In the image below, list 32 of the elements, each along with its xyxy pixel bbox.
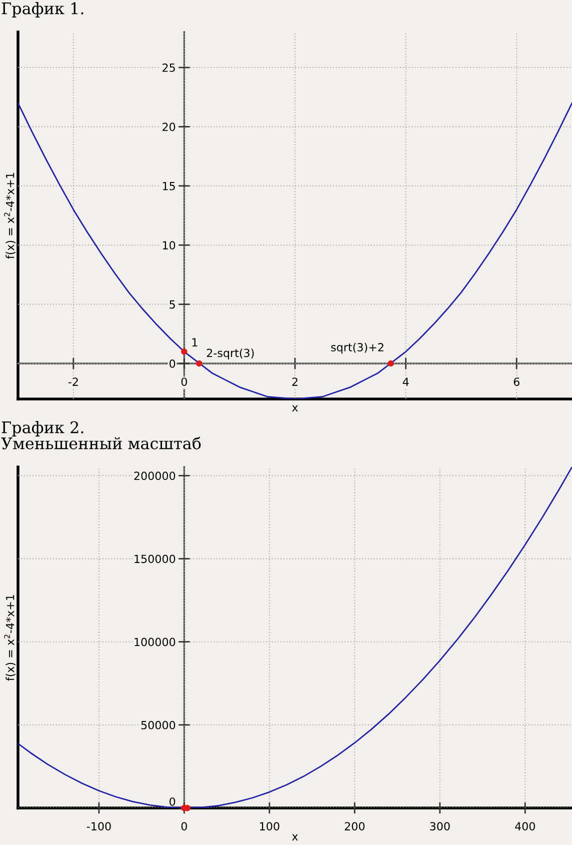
x-axis-title: x: [292, 405, 298, 412]
x-tick-label: -2: [68, 378, 78, 386]
y-tick-label: 25: [162, 63, 175, 72]
chart-title: График 2.: [2, 421, 84, 436]
x-tick-label: 100: [260, 822, 280, 830]
chart-subtitle: Уменьшенный масштаб: [1, 436, 201, 450]
annotation: 1: [192, 338, 198, 346]
x-tick-label: 400: [515, 822, 535, 830]
x-tick-label: 4: [402, 378, 409, 386]
y-tick-label: 0: [170, 359, 176, 368]
x-tick-label: 6: [514, 378, 520, 386]
chart-title: График 1.: [2, 2, 84, 18]
x-tick-label: 2: [292, 378, 298, 386]
y-tick-label: 0: [170, 797, 176, 806]
x-tick-label: 0: [181, 822, 187, 830]
x-tick-label: 200: [344, 822, 365, 830]
y-tick-label: 50000: [141, 720, 176, 730]
y-tick-label: 100000: [134, 638, 176, 646]
y-axis-title: f(x) = x$^{2}$-4*x+1: [4, 173, 16, 259]
y-tick-label: 150000: [134, 554, 176, 564]
y-tick-label: 200000: [134, 472, 176, 480]
annotation: sqrt(3)+2: [331, 342, 384, 354]
x-tick-label: 300: [430, 822, 450, 830]
x-axis-title: x: [292, 834, 298, 840]
x-tick-label: -100: [86, 822, 111, 830]
y-tick-label: 5: [170, 300, 175, 309]
y-tick-label: 15: [162, 182, 175, 190]
y-tick-label: 20: [162, 122, 176, 132]
y-axis-title: f(x) = x$^{2}$-4*x+1: [4, 595, 16, 681]
y-tick-label: 10: [162, 241, 176, 250]
annotation: 2-sqrt(3): [206, 348, 254, 360]
x-tick-label: 0: [181, 378, 187, 386]
